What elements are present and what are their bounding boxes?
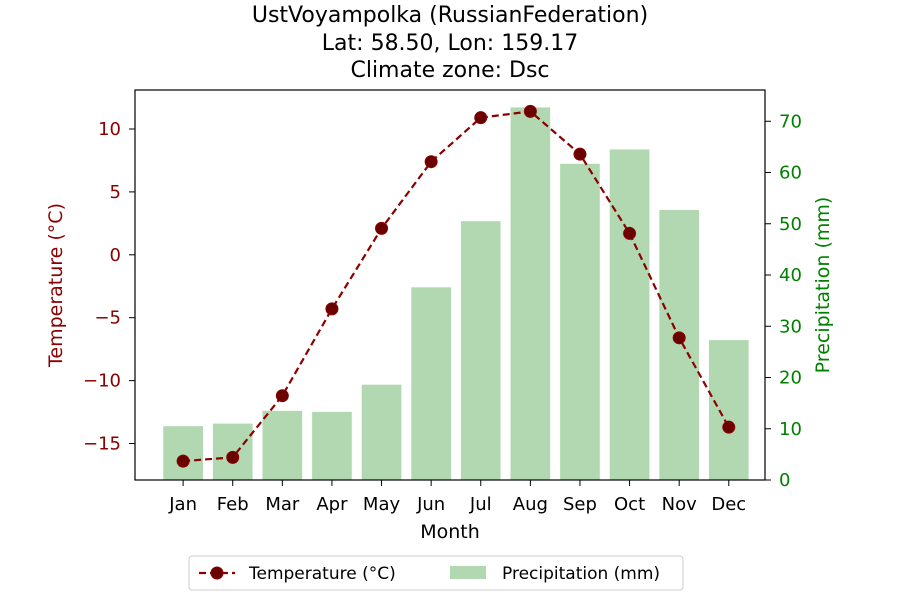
- precipitation-bar-jan: [163, 426, 203, 480]
- temperature-point-mar: [275, 389, 289, 403]
- x-tick-label: May: [363, 494, 401, 515]
- legend-temperature-swatch-marker: [210, 566, 224, 580]
- legend-precipitation-swatch: [450, 566, 486, 579]
- temperature-point-nov: [672, 331, 686, 345]
- legend-temperature-label: Temperature (°C): [248, 564, 396, 584]
- precipitation-bar-dec: [708, 340, 749, 480]
- temperature-point-jan: [176, 454, 190, 468]
- left-y-tick-label: 10: [98, 119, 121, 140]
- left-y-tick-label: −10: [83, 371, 121, 392]
- right-y-tick-label: 50: [779, 214, 802, 235]
- left-y-tick-label: 0: [110, 245, 121, 266]
- x-tick-label: Oct: [614, 494, 645, 515]
- temperature-point-may: [375, 221, 389, 235]
- x-tick-label: Jul: [469, 494, 492, 515]
- precipitation-bar-aug: [510, 107, 551, 480]
- temperature-point-apr: [325, 302, 339, 316]
- legend-precipitation-label: Precipitation (mm): [502, 564, 660, 584]
- plot-frame: [134, 89, 766, 481]
- x-tick-label: Jan: [168, 494, 197, 515]
- right-y-tick-label: 60: [779, 163, 802, 184]
- x-tick-label: Apr: [316, 494, 348, 515]
- temperature-point-dec: [722, 420, 736, 434]
- right-y-tick-label: 10: [779, 419, 802, 440]
- precipitation-bar-jul: [460, 221, 501, 480]
- x-tick-label: Dec: [711, 494, 746, 515]
- x-tick-label: Jun: [416, 494, 445, 515]
- x-tick-label: Aug: [513, 494, 548, 515]
- chart-title-line-3: Climate zone: Dsc: [350, 58, 549, 83]
- temperature-point-jul: [474, 111, 488, 125]
- x-tick-label: Sep: [563, 494, 597, 515]
- precipitation-bar-apr: [312, 411, 352, 480]
- temperature-point-jun: [424, 155, 438, 169]
- right-y-tick-label: 20: [779, 368, 802, 389]
- temperature-point-aug: [523, 104, 537, 118]
- temperature-line-group: [176, 104, 736, 468]
- precipitation-bars: [163, 107, 749, 481]
- right-y-tick-label: 40: [779, 265, 802, 286]
- legend-box: [188, 555, 684, 591]
- left-y-tick-label: 5: [110, 182, 121, 203]
- x-axis-label: Month: [420, 521, 480, 543]
- left-y-axis-label: Temperature (°C): [45, 203, 67, 368]
- right-y-tick-label: 30: [779, 316, 802, 337]
- precipitation-bar-nov: [659, 209, 700, 481]
- x-tick-label: Nov: [662, 494, 697, 515]
- chart-title: UstVoyampolka (RussianFederation) Lat: 5…: [252, 3, 648, 83]
- chart-title-line-2: Lat: 58.50, Lon: 159.17: [322, 31, 578, 56]
- left-y-tick-label: −5: [94, 308, 121, 329]
- x-tick-label: Mar: [265, 494, 300, 515]
- precipitation-bar-sep: [560, 163, 600, 480]
- x-axis: Jan Feb Mar Apr May Jun Jul Aug Sep Oct Nov Dec: [168, 480, 746, 515]
- temperature-line: [183, 110, 730, 463]
- left-y-axis: 10 5 0 −5 −10 −15: [83, 119, 135, 455]
- chart-title-line-1: UstVoyampolka (RussianFederation): [252, 3, 648, 28]
- right-y-axis: 0 10 20 30 40 50 60 70: [765, 111, 802, 491]
- right-y-axis-label: Precipitation (mm): [812, 197, 834, 374]
- temperature-point-sep: [573, 147, 587, 161]
- precipitation-bar-may: [361, 384, 402, 480]
- temperature-point-oct: [623, 226, 637, 240]
- precipitation-bar-oct: [609, 149, 650, 480]
- temperature-point-feb: [226, 450, 240, 464]
- precipitation-bar-mar: [262, 410, 303, 480]
- precipitation-bar-jun: [411, 287, 451, 480]
- right-y-tick-label: 70: [779, 111, 802, 132]
- x-tick-label: Feb: [217, 494, 249, 515]
- legend: Temperature (°C) Precipitation (mm): [188, 555, 684, 591]
- left-y-tick-label: −15: [83, 434, 121, 455]
- right-y-tick-label: 0: [779, 470, 790, 491]
